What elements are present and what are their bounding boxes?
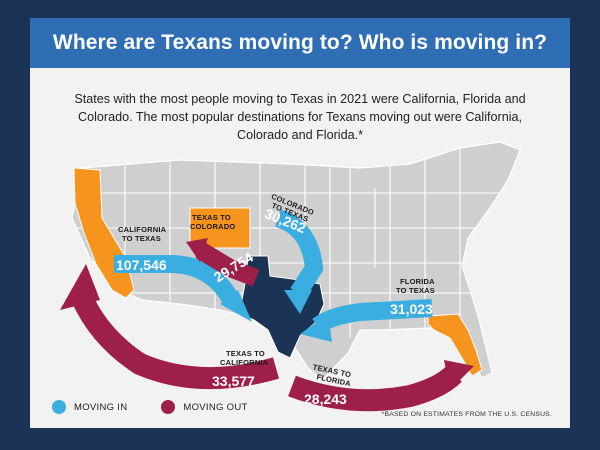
label-tx-to-ca-2: CALIFORNIA [220,358,269,367]
value-ca-to-tx: 107,546 [116,257,167,273]
label-tx-to-co-2: COLORADO [190,222,235,231]
florida-state [427,313,483,377]
arrow-colorado-to-texas [274,209,324,298]
arrow-out-head-ca [60,264,100,310]
value-tx-to-fl: 28,243 [304,391,347,407]
legend: MOVING IN MOVING OUT [52,400,248,414]
label-tx-to-co-1: TEXAS TO [192,213,231,222]
arrow-texas-to-colorado [195,242,260,287]
label-ca-to-tx-1: CALIFORNIA [118,225,167,234]
legend-moving-in: MOVING IN [74,401,128,413]
arrow-in-head-fl [300,314,332,342]
arrow-out-head-fl [444,360,474,390]
arrow-california-to-texas [114,255,238,303]
label-tx-to-ca-1: TEXAS TO [226,349,265,358]
arrow-in-head-ca [220,290,252,322]
footnote: *BASED ON ESTIMATES FROM THE U.S. CENSUS… [381,411,552,418]
value-tx-to-ca: 33,577 [212,373,255,389]
page-title: Where are Texans moving to? Who is movin… [52,31,548,54]
arrow-in-head-co [284,290,312,314]
label-ca-to-tx-2: TO TEXAS [122,234,161,243]
us-map: CALIFORNIA TO TEXAS 107,546 TEXAS TO COL… [60,141,521,412]
colorado-state [189,207,251,249]
legend-moving-out: MOVING OUT [183,401,248,413]
intro-text: States with the most people moving to Te… [74,92,526,142]
moving-in-swatch [52,400,66,414]
label-fl-to-tx-2: TO TEXAS [396,286,435,295]
arrow-texas-to-florida [288,365,462,412]
moving-out-swatch [161,400,176,414]
content-panel: States with the most people moving to Te… [30,68,570,428]
title-bar: Where are Texans moving to? Who is movin… [30,18,570,68]
arrow-texas-to-california [71,293,280,389]
label-fl-to-tx-1: FLORIDA [400,277,435,286]
value-fl-to-tx: 31,023 [390,301,433,317]
arrow-out-head-co [186,238,208,262]
